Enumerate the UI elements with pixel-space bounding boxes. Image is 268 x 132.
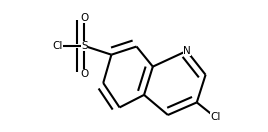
Text: Cl: Cl: [52, 41, 63, 51]
Text: S: S: [81, 41, 88, 51]
Text: N: N: [183, 46, 191, 56]
Text: Cl: Cl: [210, 112, 221, 122]
Text: O: O: [80, 69, 88, 79]
Text: O: O: [80, 13, 88, 23]
